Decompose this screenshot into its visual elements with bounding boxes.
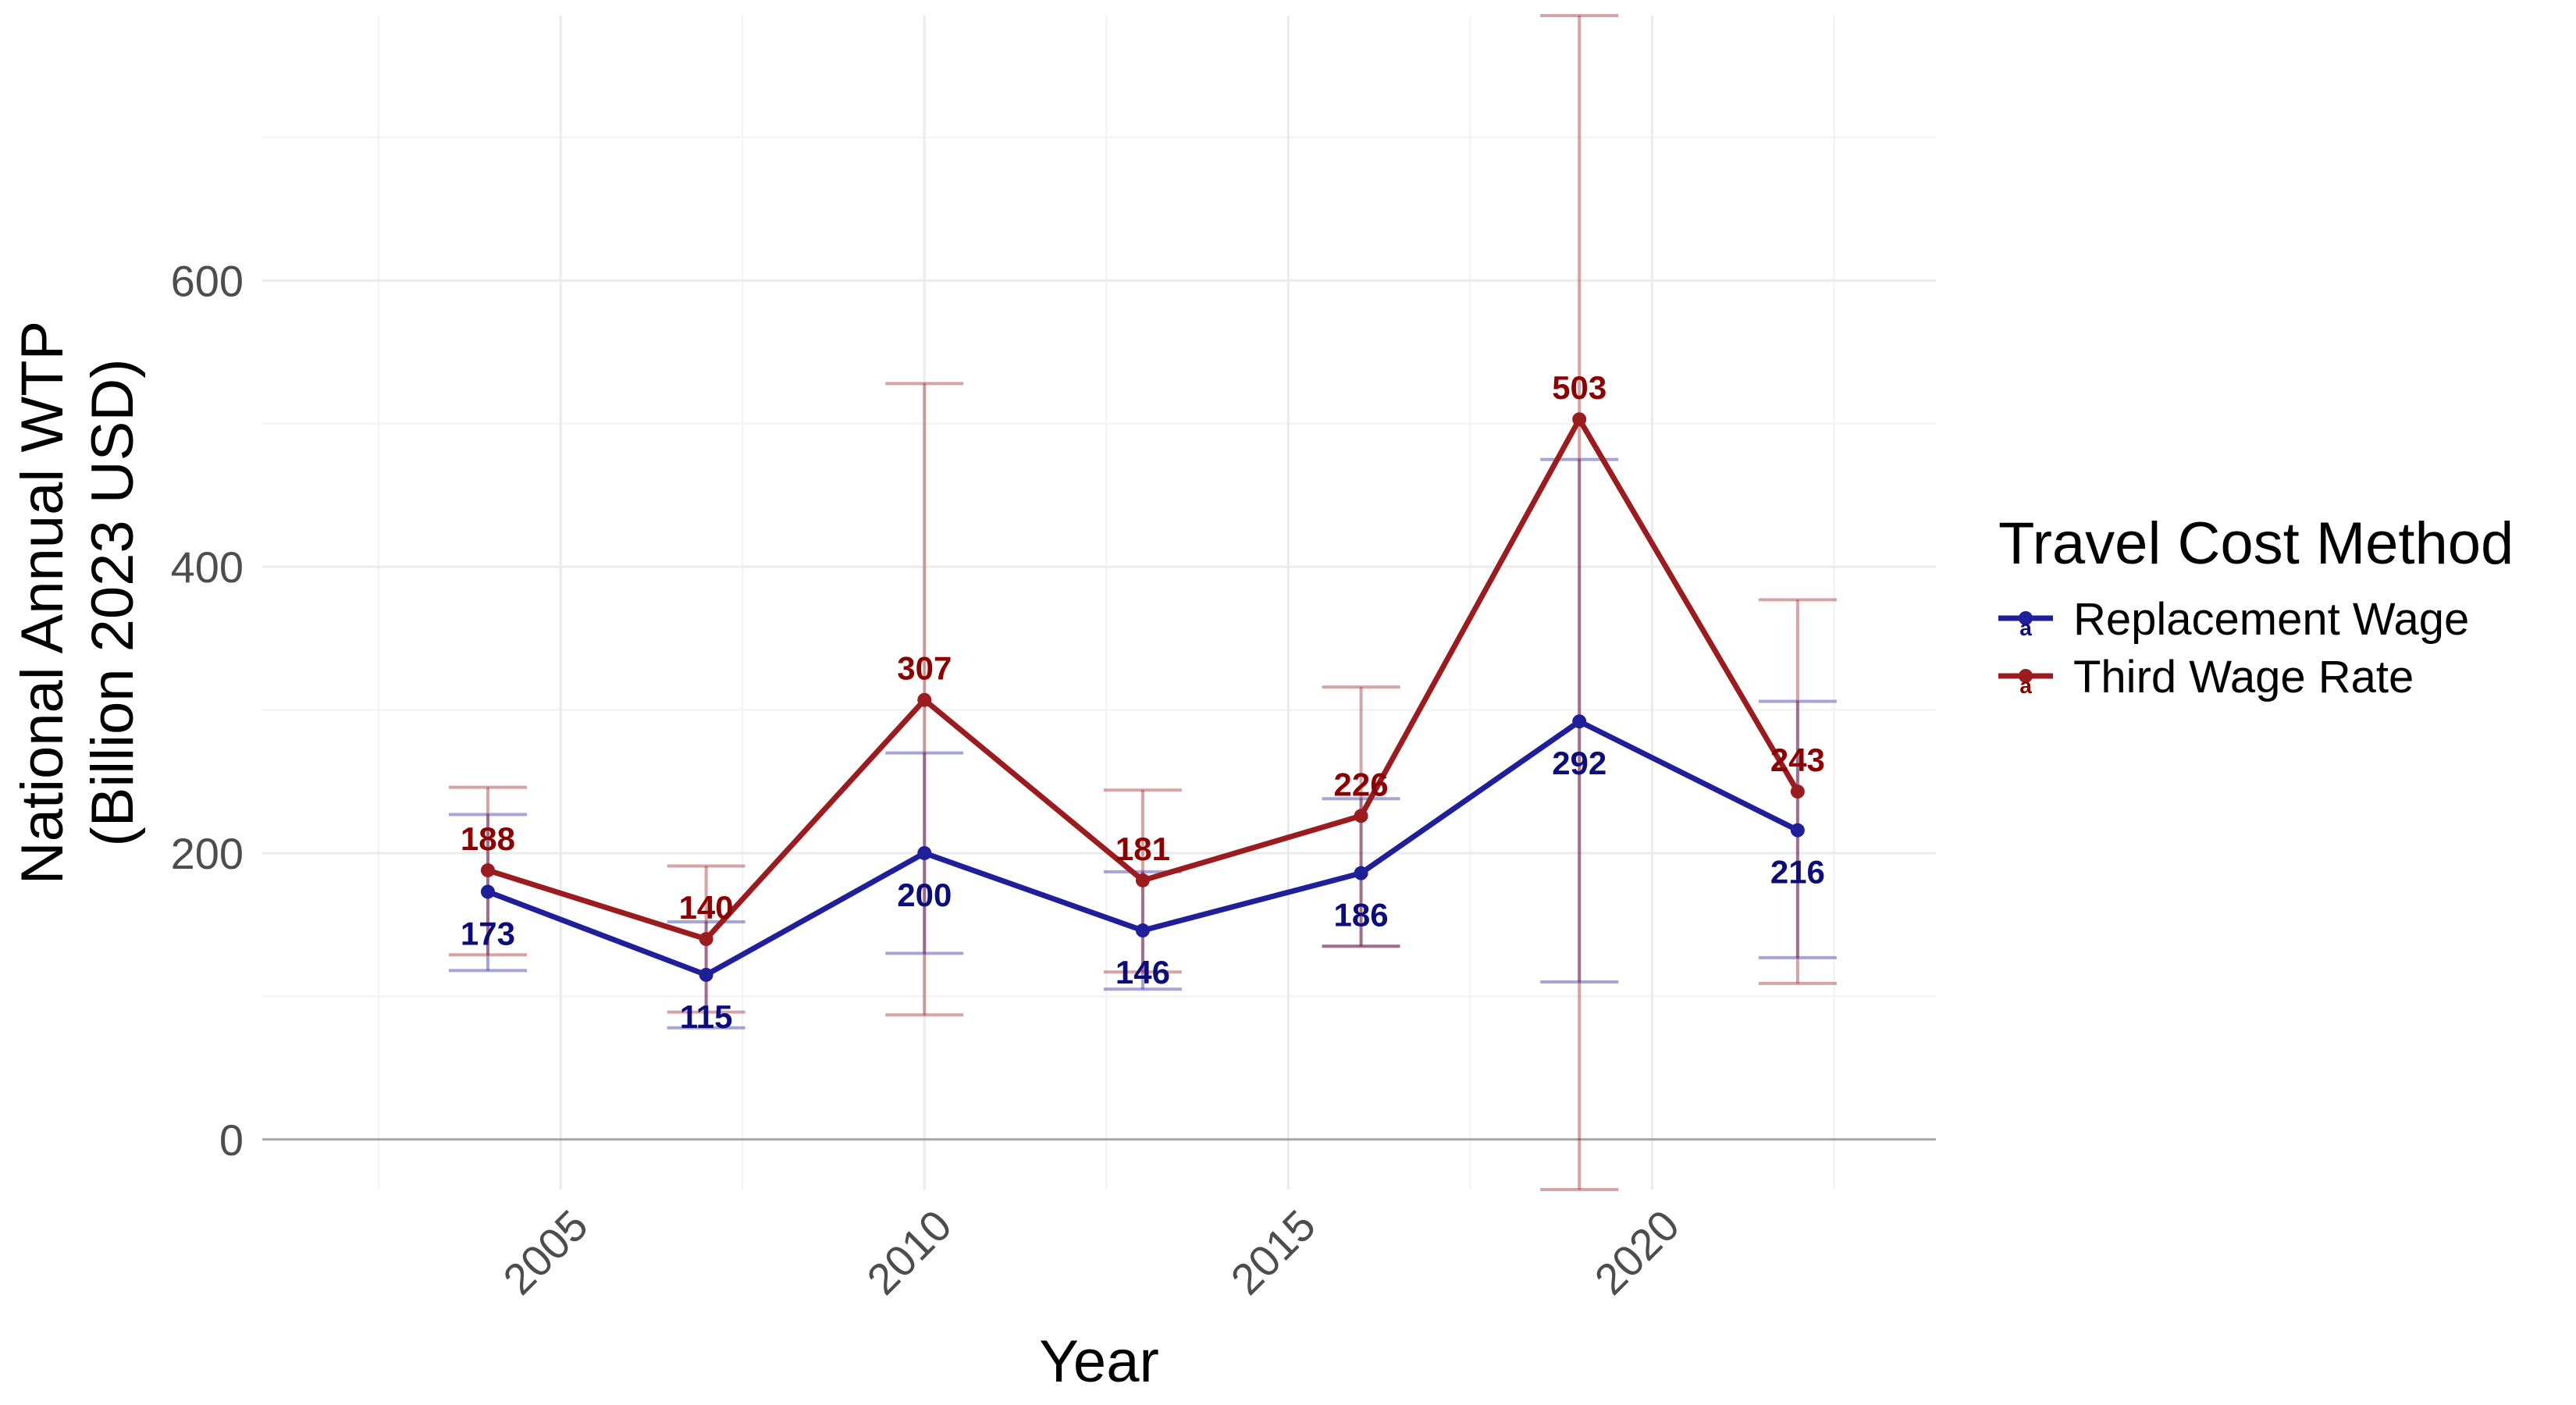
data-label-replacement-wage: 216 [1770, 854, 1825, 891]
x-tick-label: 2020 [1585, 1200, 1688, 1304]
legend-key-glyph-replacement-wage: a [2019, 616, 2032, 640]
y-tick-label: 0 [219, 1115, 244, 1165]
data-point-third-wage-rate [917, 692, 932, 707]
data-label-replacement-wage: 200 [897, 877, 952, 913]
data-label-third-wage-rate: 140 [679, 889, 734, 926]
legend-label-third-wage-rate: Third Wage Rate [2073, 652, 2414, 702]
legend-key-glyph-third-wage-rate: a [2019, 674, 2032, 698]
data-point-third-wage-rate [699, 932, 713, 947]
data-label-third-wage-rate: 188 [461, 820, 515, 857]
x-tick-label: 2005 [493, 1200, 597, 1304]
y-tick-label: 400 [171, 542, 244, 592]
legend-label-replacement-wage: Replacement Wage [2073, 594, 2469, 645]
data-point-third-wage-rate [1572, 412, 1587, 427]
data-point-third-wage-rate [1135, 873, 1150, 887]
legend-key-point-replacement-wage [2019, 611, 2033, 625]
y-axis-title-line1: National Annual WTP [9, 321, 76, 884]
legend-title: Travel Cost Method [1998, 510, 2514, 577]
data-point-third-wage-rate [480, 863, 495, 877]
data-point-replacement-wage [1572, 714, 1587, 729]
y-axis-title-line2: (Billion 2023 USD) [80, 358, 146, 846]
data-label-replacement-wage: 173 [461, 915, 515, 951]
data-label-replacement-wage: 146 [1115, 954, 1170, 991]
data-point-replacement-wage [699, 967, 713, 982]
legend-key-point-third-wage-rate [2019, 669, 2033, 683]
data-label-third-wage-rate: 243 [1770, 742, 1825, 778]
y-tick-label: 600 [171, 256, 244, 305]
data-point-third-wage-rate [1790, 784, 1805, 799]
data-label-third-wage-rate: 226 [1334, 766, 1389, 802]
data-point-replacement-wage [480, 884, 495, 899]
data-point-replacement-wage [1135, 923, 1150, 938]
data-label-replacement-wage: 115 [680, 998, 733, 1035]
y-tick-label: 200 [171, 829, 244, 878]
data-point-replacement-wage [917, 845, 932, 860]
data-label-replacement-wage: 186 [1334, 897, 1389, 934]
data-label-replacement-wage: 292 [1552, 745, 1606, 781]
x-tick-label: 2015 [1221, 1200, 1325, 1304]
data-point-third-wage-rate [1354, 809, 1368, 823]
data-point-replacement-wage [1790, 823, 1805, 838]
data-point-replacement-wage [1354, 866, 1368, 880]
data-label-third-wage-rate: 503 [1552, 369, 1606, 406]
data-label-third-wage-rate: 181 [1115, 831, 1170, 867]
x-axis-title: Year [1039, 1329, 1159, 1395]
data-label-third-wage-rate: 307 [897, 650, 952, 687]
x-tick-label: 2010 [857, 1200, 961, 1304]
